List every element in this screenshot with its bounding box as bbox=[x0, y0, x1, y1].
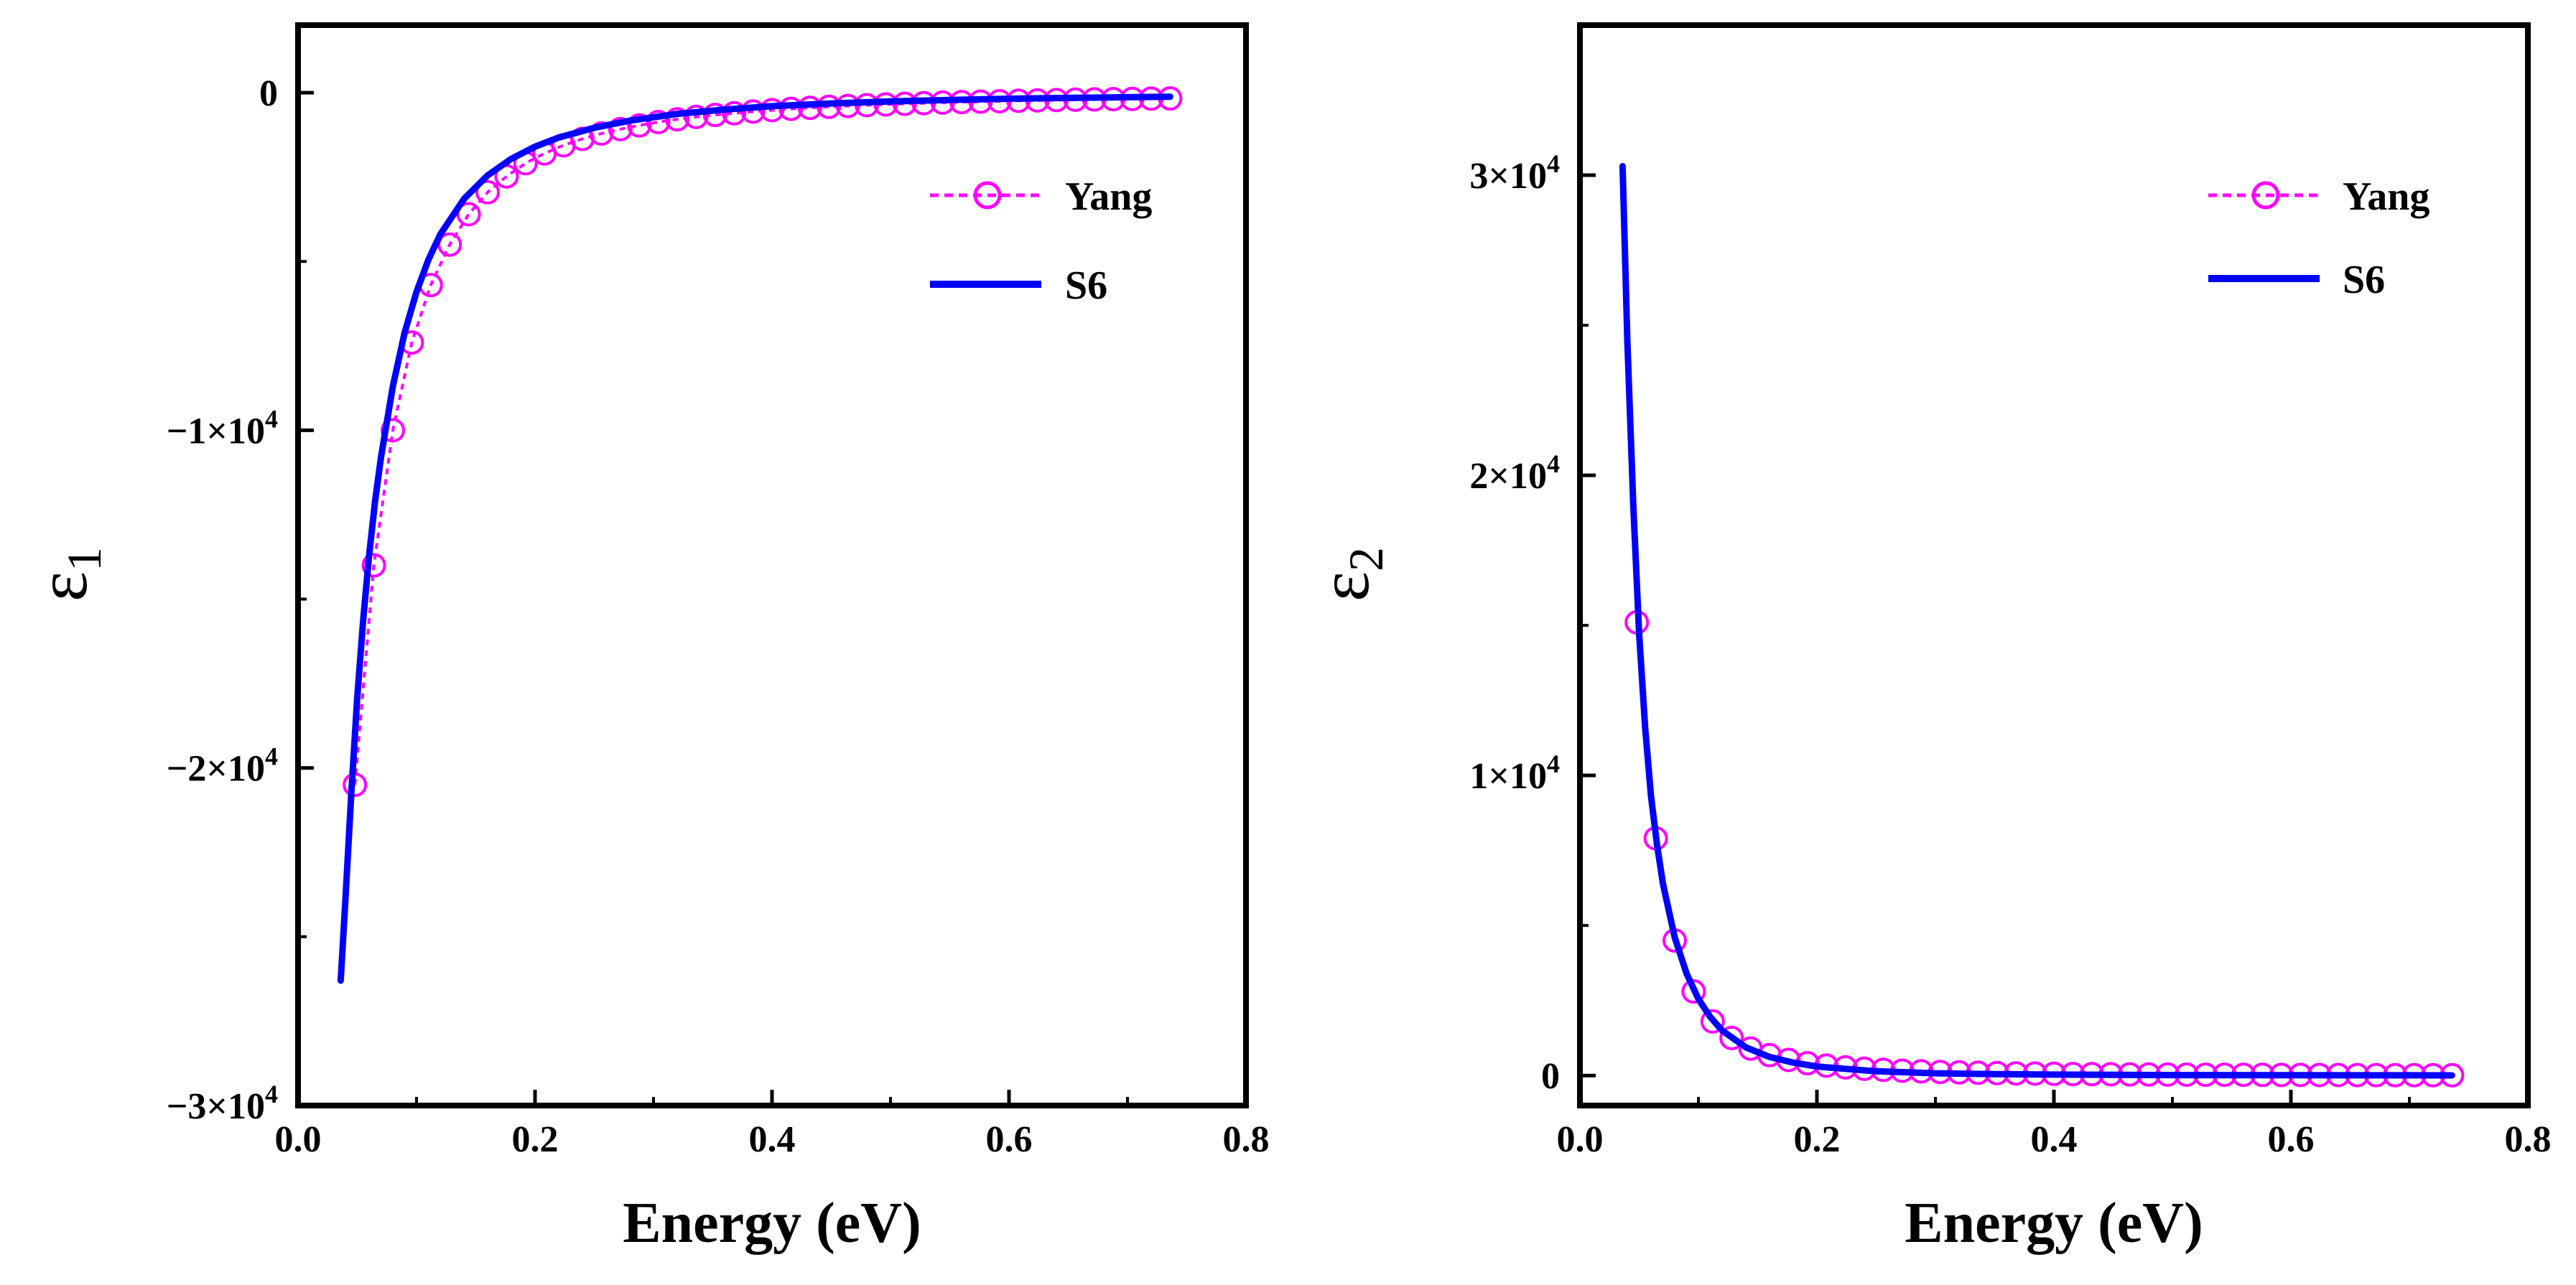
series-line-s6 bbox=[1619, 163, 2455, 1079]
y-tick-label: −3×104 bbox=[167, 1080, 278, 1127]
x-tick-label: 0.4 bbox=[749, 1119, 796, 1160]
data-point-yang bbox=[627, 113, 652, 138]
y-tick-label: 1×104 bbox=[1469, 749, 1560, 797]
x-tick-label: 0.6 bbox=[2268, 1119, 2315, 1160]
x-tick-label: 0.2 bbox=[512, 1119, 559, 1160]
data-point-yang bbox=[608, 116, 633, 141]
data-point-yang bbox=[361, 553, 386, 578]
data-point-yang bbox=[1700, 1009, 1725, 1034]
x-tick-label: 0.4 bbox=[2031, 1119, 2078, 1160]
x-tick-label: 0.6 bbox=[986, 1119, 1033, 1160]
data-point-yang bbox=[684, 104, 709, 129]
chart-panel-epsilon1: 0.0 0.2 0.4 0.6 0.8 0 −1×104 −2×104 −3×104 Yang … bbox=[22, 22, 1270, 1255]
y-axis-title: ε2 bbox=[1304, 547, 1393, 602]
legend: Yang S6 bbox=[2208, 174, 2429, 302]
y-tick-label: 2×104 bbox=[1469, 449, 1560, 497]
data-point-yang bbox=[589, 121, 614, 146]
legend-yang-marker bbox=[2251, 181, 2280, 210]
series-line-s6 bbox=[337, 93, 1173, 984]
x-tick-label: 0.0 bbox=[275, 1119, 322, 1160]
legend-label-s6: S6 bbox=[1065, 263, 1107, 308]
y-tick-label: 3×104 bbox=[1469, 149, 1560, 197]
y-tick-label: −2×104 bbox=[167, 742, 278, 790]
data-point-yang bbox=[665, 107, 689, 132]
legend-label-s6: S6 bbox=[2343, 258, 2385, 302]
data-point-yang bbox=[1681, 979, 1706, 1004]
axis-ticks: 0.0 0.2 0.4 0.6 0.8 0 −1×104 −2×104 −3×104 bbox=[167, 73, 1270, 1160]
x-tick-label: 0.0 bbox=[1557, 1119, 1604, 1160]
x-axis-title: Energy (eV) bbox=[1905, 1192, 2203, 1255]
plot-area bbox=[1577, 22, 2531, 1108]
x-axis-title: Energy (eV) bbox=[623, 1192, 921, 1255]
data-point-yang bbox=[1719, 1025, 1744, 1050]
data-point-yang bbox=[740, 99, 766, 124]
legend-label-yang: Yang bbox=[1065, 174, 1152, 219]
legend-label-yang: Yang bbox=[2343, 174, 2429, 219]
data-point-yang bbox=[722, 101, 747, 126]
y-tick-label: 0 bbox=[259, 73, 278, 114]
series-layer bbox=[337, 86, 1183, 984]
data-point-yang bbox=[702, 103, 727, 128]
x-tick-label: 0.8 bbox=[2505, 1119, 2552, 1160]
x-tick-label: 0.2 bbox=[1794, 1119, 1841, 1160]
data-point-yang bbox=[456, 202, 481, 227]
y-tick-label: −1×104 bbox=[167, 404, 278, 452]
legend: Yang S6 bbox=[930, 174, 1152, 308]
series-layer bbox=[1619, 163, 2465, 1088]
y-axis-title: ε1 bbox=[22, 547, 111, 602]
data-point-yang bbox=[381, 418, 405, 443]
y-tick-label: 0 bbox=[1541, 1056, 1560, 1097]
data-point-yang bbox=[760, 98, 784, 123]
legend-yang-marker bbox=[973, 181, 1002, 210]
x-tick-label: 0.8 bbox=[1223, 1119, 1270, 1160]
axis-ticks: 0.0 0.2 0.4 0.6 0.8 0 1×104 2×104 3×104 bbox=[1469, 149, 2551, 1160]
data-point-yang bbox=[475, 179, 500, 205]
data-point-yang bbox=[646, 110, 671, 134]
